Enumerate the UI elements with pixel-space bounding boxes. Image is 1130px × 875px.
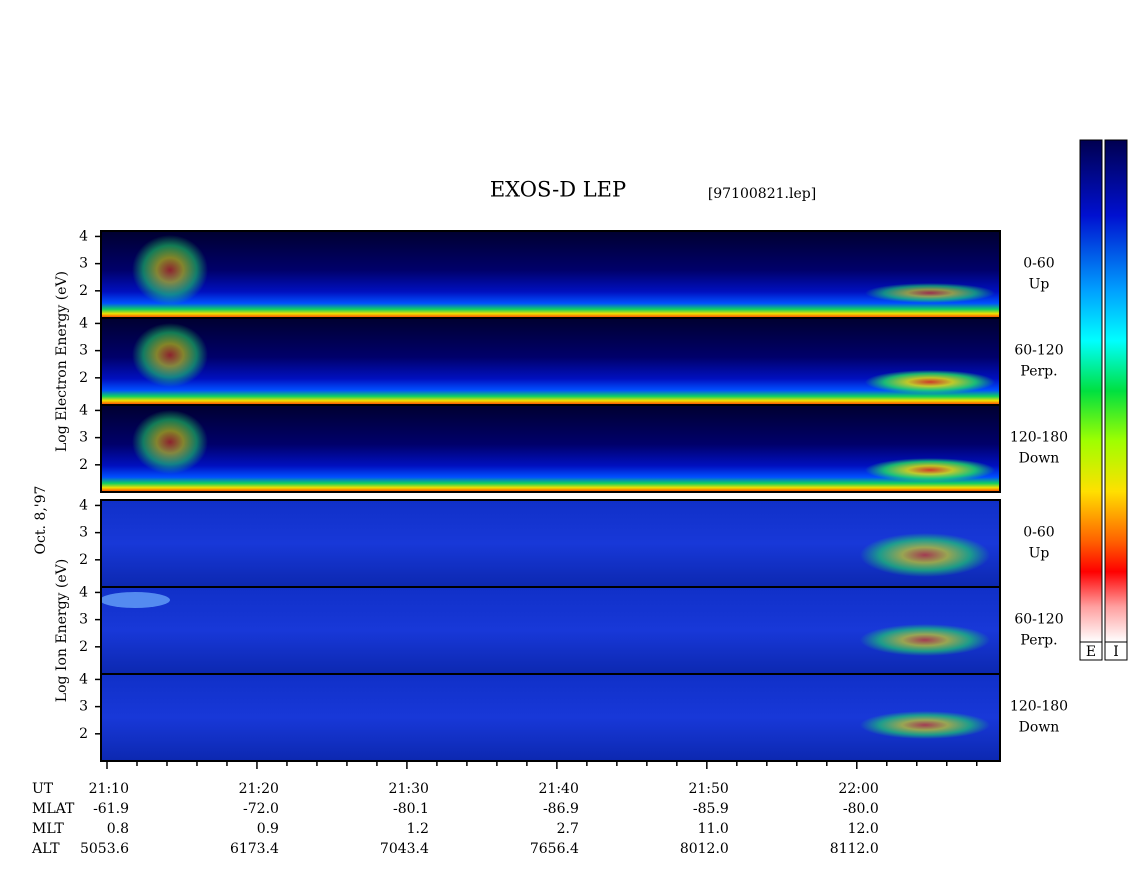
- ephemeris-value: 12.0: [848, 821, 879, 837]
- y-tick-label: 4: [79, 315, 88, 331]
- ephemeris-label: MLT: [32, 821, 64, 837]
- spectrogram-features: [100, 235, 995, 739]
- y-tick-label: 4: [79, 497, 88, 513]
- pitch-angle: 0-60: [1023, 525, 1054, 541]
- x-tick-label: 21:10: [89, 781, 129, 797]
- ephemeris-value: -80.1: [393, 801, 429, 817]
- y-tick-label: 2: [79, 552, 88, 568]
- direction: Perp.: [1020, 633, 1057, 649]
- direction: Up: [1029, 546, 1050, 562]
- y-tick-label: 4: [79, 671, 88, 687]
- y-tick-label: 2: [79, 283, 88, 299]
- date: Oct. 8,'97: [33, 486, 49, 555]
- ephemeris-label: MLAT: [32, 801, 75, 817]
- y-tick-label: 4: [79, 402, 88, 418]
- x-tick-label: 22:00: [838, 781, 878, 797]
- x-tick-label: 21:30: [389, 781, 429, 797]
- x-tick-label: 21:20: [239, 781, 279, 797]
- direction: Down: [1019, 720, 1060, 736]
- pitch-angle: 120-180: [1010, 699, 1068, 715]
- title: EXOS-D LEP: [490, 178, 626, 202]
- ephemeris-value: 8012.0: [680, 841, 729, 857]
- direction: Up: [1029, 277, 1050, 293]
- ephemeris-value: 0.8: [107, 821, 129, 837]
- y-tick-label: 4: [79, 228, 88, 244]
- group-frame: [100, 499, 1001, 762]
- colorbar: [1104, 139, 1128, 643]
- ephemeris-value: 1.2: [407, 821, 429, 837]
- group-frame: [100, 230, 1001, 493]
- y-tick-label: 4: [79, 584, 88, 600]
- pitch-angle: 120-180: [1010, 430, 1068, 446]
- subtitle: [97100821.lep]: [708, 186, 816, 202]
- spectrogram-panel: [101, 500, 1000, 587]
- ephemeris-label: UT: [32, 781, 54, 797]
- x-tick-label: 21:40: [539, 781, 579, 797]
- ephemeris-value: -72.0: [243, 801, 279, 817]
- colorbar-label-box: [1079, 641, 1103, 661]
- y-tick-label: 3: [79, 699, 88, 715]
- ephemeris-value: 5053.6: [80, 841, 129, 857]
- ephemeris-value: -61.9: [93, 801, 129, 817]
- ephemeris-value: 7656.4: [530, 841, 579, 857]
- ephemeris-value: 8112.0: [830, 841, 879, 857]
- ephemeris-value: -85.9: [693, 801, 729, 817]
- panels: [101, 231, 1000, 761]
- y-tick-label: 3: [79, 525, 88, 541]
- spectrogram-panel: [101, 231, 1000, 318]
- spectrogram-panel: [101, 405, 1000, 492]
- direction: Down: [1019, 451, 1060, 467]
- ephemeris-value: 2.7: [557, 821, 579, 837]
- y-tick-label: 3: [79, 430, 88, 446]
- spectrogram-panel: [101, 674, 1000, 761]
- y-tick-label: 2: [79, 639, 88, 655]
- colorbar: [1079, 139, 1103, 643]
- ephemeris-value: -80.0: [843, 801, 879, 817]
- x-tick-label: 21:50: [688, 781, 728, 797]
- colorbar-label: I: [1113, 644, 1119, 660]
- ephemeris-value: 0.9: [257, 821, 279, 837]
- axes: 2 3 4 0-60 Up 2 3 4 60-120 Perp. 2 3 4 120-180 Down Log…: [31, 139, 1128, 857]
- ephemeris-label: ALT: [31, 841, 60, 857]
- ephemeris-value: 11.0: [698, 821, 729, 837]
- ephemeris-value: 7043.4: [380, 841, 429, 857]
- spectrogram-panel: [101, 587, 1000, 674]
- spectrogram-panel: [101, 318, 1000, 405]
- y-tick-label: 2: [79, 726, 88, 742]
- group-label: Log Electron Energy (eV): [54, 271, 70, 452]
- y-tick-label: 3: [79, 256, 88, 272]
- y-tick-label: 3: [79, 343, 88, 359]
- colorbar-label-box: [1104, 641, 1128, 661]
- y-tick-label: 2: [79, 370, 88, 386]
- pitch-angle: 0-60: [1023, 256, 1054, 272]
- y-tick-label: 3: [79, 612, 88, 628]
- y-tick-label: 2: [79, 457, 88, 473]
- colorbar-label: E: [1086, 644, 1096, 660]
- pitch-angle: 60-120: [1014, 612, 1063, 628]
- group-label: Log Ion Energy (eV): [54, 559, 70, 702]
- direction: Perp.: [1020, 364, 1057, 380]
- ephemeris-value: 6173.4: [230, 841, 279, 857]
- ephemeris-value: -86.9: [543, 801, 579, 817]
- pitch-angle: 60-120: [1014, 343, 1063, 359]
